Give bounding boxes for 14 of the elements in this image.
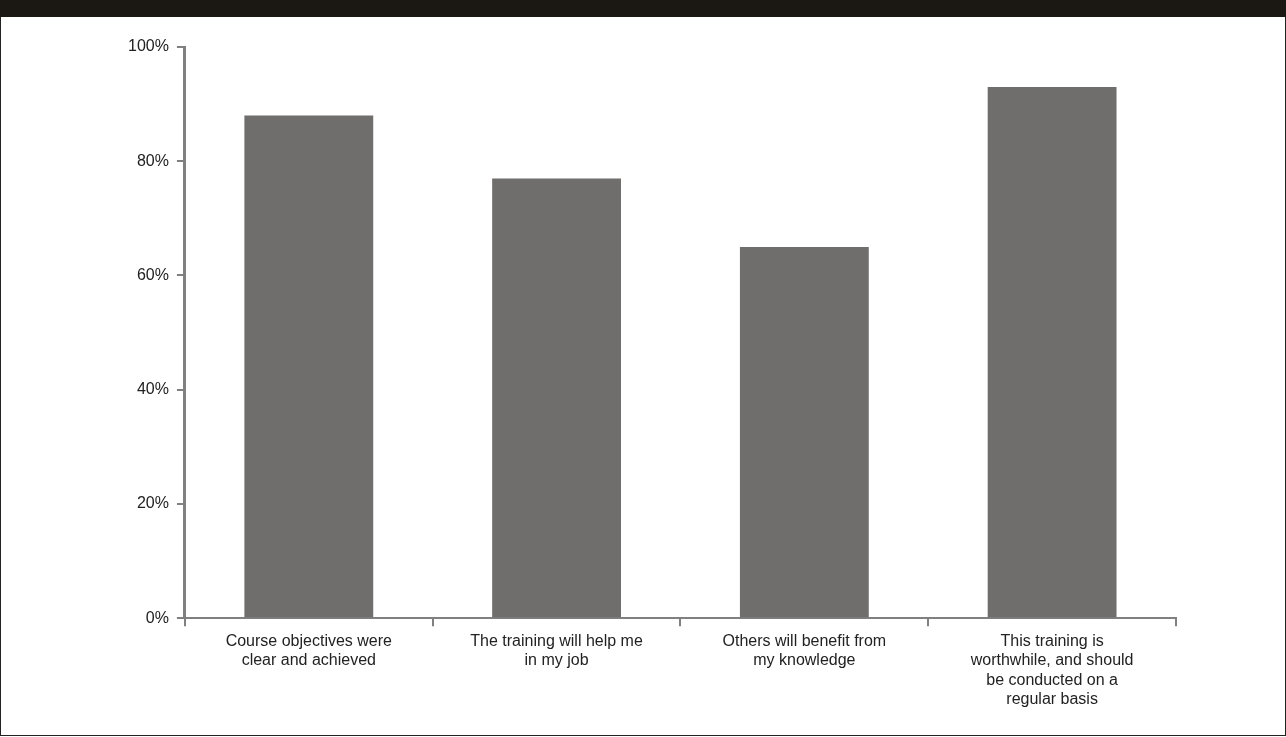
x-tick-label: Course objectives were clear and achieved [225,632,393,669]
y-tick-label: 100% [128,37,169,55]
x-tick-label: The training will help me in my job [470,632,643,669]
y-tick-label: 40% [136,380,169,398]
y-tick-label: 60% [136,265,169,283]
x-tick-label: This training is worthwhile, and should be conducted on a regular basis [969,632,1134,707]
y-tick-label: 20% [136,494,169,512]
x-tick-label: Others will benefit from my knowledge [722,632,887,669]
bar [244,115,374,618]
y-tick-label: 0% [145,608,169,626]
bar [739,246,869,618]
bar [492,178,621,618]
bar [987,86,1117,618]
y-tick-label: 80% [136,151,169,169]
